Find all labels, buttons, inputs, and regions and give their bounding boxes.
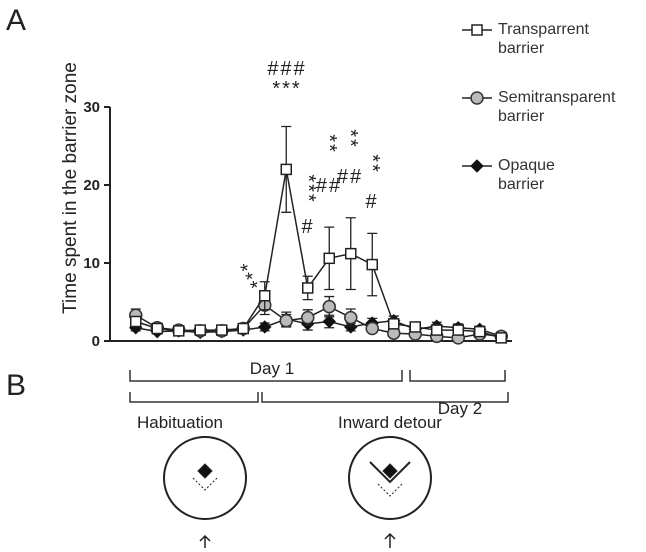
y-tick-label: 20 xyxy=(83,177,100,194)
marker xyxy=(302,282,314,294)
marker xyxy=(495,332,507,344)
marker xyxy=(258,320,272,334)
significance-label: ## xyxy=(316,175,342,197)
marker xyxy=(365,321,379,336)
marker xyxy=(130,315,142,328)
day1-bracket xyxy=(129,370,403,382)
y-tick-label: 30 xyxy=(83,99,100,116)
significance-label: ## xyxy=(337,166,363,188)
marker xyxy=(323,252,335,265)
significance-label: ** xyxy=(339,129,361,149)
panel-label: A xyxy=(6,4,26,37)
marker xyxy=(345,247,357,260)
day-label: Day 1 xyxy=(250,359,294,378)
marker xyxy=(301,310,315,325)
legend-label: Transparrent barrier xyxy=(498,21,589,57)
marker xyxy=(322,314,336,329)
significance-label: ### xyxy=(267,58,306,80)
marker xyxy=(194,324,206,336)
significance-label: *** xyxy=(297,174,319,203)
marker xyxy=(279,313,293,328)
arena-icon xyxy=(348,436,432,548)
day-label: Day 2 xyxy=(438,399,482,418)
legend-marker xyxy=(470,159,484,173)
marker xyxy=(216,324,228,336)
significance-label: *** xyxy=(272,78,301,100)
marker xyxy=(344,320,358,334)
marker xyxy=(366,258,378,271)
series-line xyxy=(135,318,502,338)
marker xyxy=(431,324,443,336)
legend-marker xyxy=(470,91,484,105)
arena-icon xyxy=(163,436,247,548)
marker xyxy=(151,322,163,335)
significance-label: # xyxy=(301,216,314,238)
legend-label: Semitransparent barrier xyxy=(498,89,616,125)
y-tick-label: 10 xyxy=(83,255,100,272)
detour-bracket xyxy=(261,392,509,403)
significance-label: *** xyxy=(229,261,263,297)
marker xyxy=(452,324,464,336)
brackets xyxy=(129,370,509,403)
marker xyxy=(280,163,292,176)
marker xyxy=(344,310,358,325)
significance-label: # xyxy=(365,191,378,213)
y-axis-label: Time spent in the barrier zone xyxy=(60,62,81,314)
legend-marker xyxy=(471,24,483,36)
marker xyxy=(173,325,185,337)
significance-label: ** xyxy=(361,154,383,174)
marker xyxy=(409,321,421,333)
phase-label: Habituation xyxy=(137,413,223,432)
marker xyxy=(237,322,249,335)
phase-label: Inward detour xyxy=(338,413,442,432)
panel-label: B xyxy=(6,369,26,402)
marker xyxy=(259,290,271,302)
legend-label: Opaque barrier xyxy=(498,157,555,193)
series-line xyxy=(135,304,502,339)
marker xyxy=(388,318,400,330)
significance-label: ** xyxy=(318,134,340,154)
marker xyxy=(322,299,336,314)
y-tick-label: 0 xyxy=(92,333,100,350)
day2-bracket xyxy=(409,370,506,382)
marker xyxy=(474,325,486,338)
hab-bracket xyxy=(129,392,259,403)
